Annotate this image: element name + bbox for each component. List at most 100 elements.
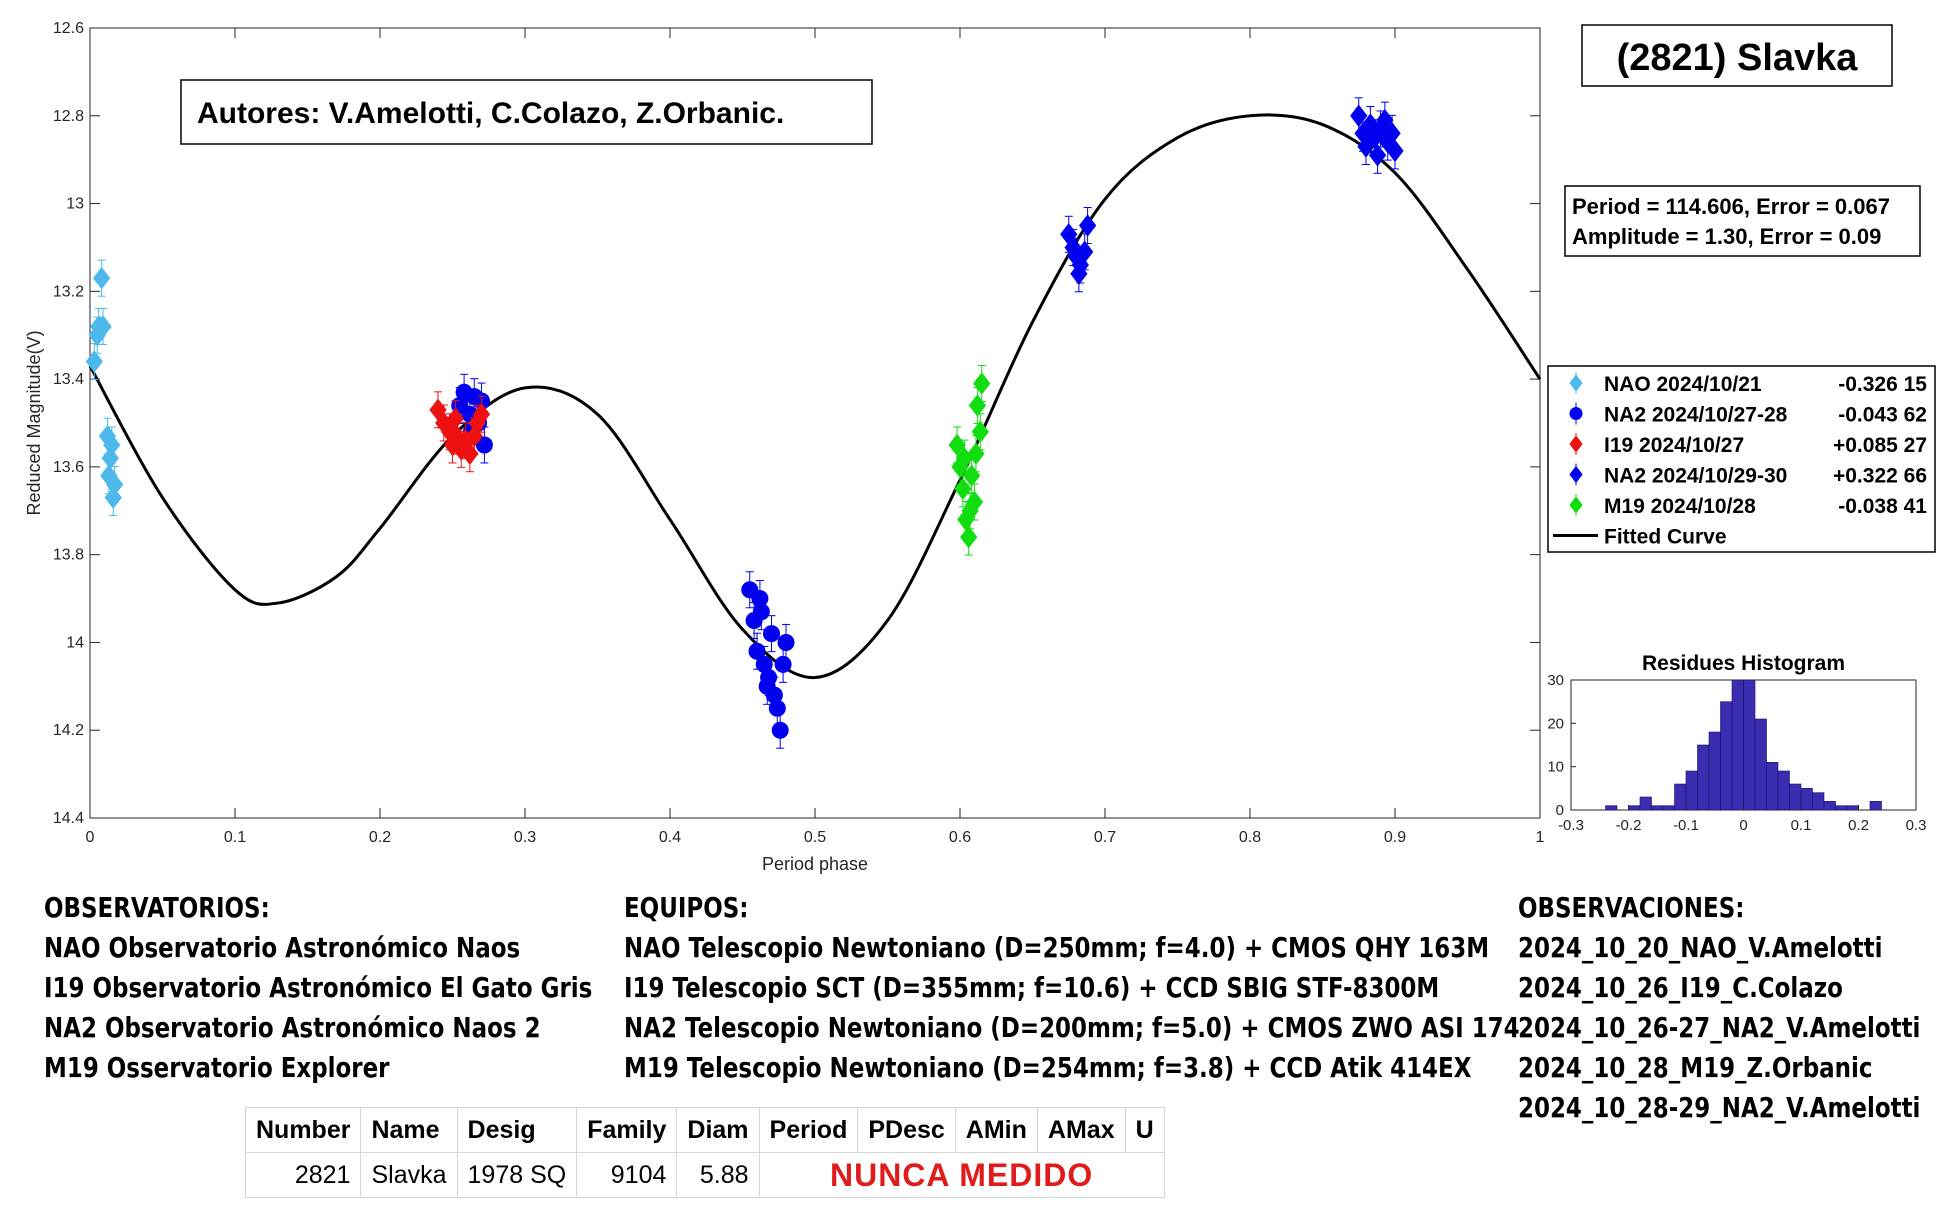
data-point bbox=[954, 477, 972, 501]
legend-label: NA2 2024/10/29-30 bbox=[1604, 465, 1787, 488]
hist-x-tick-label: 0.3 bbox=[1906, 817, 1927, 834]
histogram-bar bbox=[1777, 770, 1790, 811]
data-point bbox=[1076, 240, 1094, 264]
col-family: Family bbox=[576, 1107, 678, 1153]
data-point bbox=[948, 433, 966, 457]
equipo-line: NAO Telescopio Newtoniano (D=250mm; f=4.… bbox=[624, 931, 1490, 964]
data-point bbox=[768, 699, 786, 717]
legend-entry: NA2 2024/10/27-28 -0.043 62 bbox=[1569, 402, 1927, 427]
y-tick-label: 13.4 bbox=[53, 371, 84, 388]
col-number: Number bbox=[244, 1107, 362, 1153]
data-point bbox=[961, 499, 979, 522]
col-u: U bbox=[1124, 1107, 1165, 1153]
x-axis-label: Period phase bbox=[762, 854, 868, 874]
equipos-heading: EQUIPOS: bbox=[624, 891, 749, 924]
legend-entry: Fitted Curve bbox=[1553, 526, 1727, 549]
legend-entry: NAO 2024/10/21 -0.326 15 bbox=[1569, 372, 1927, 396]
observacion-line: 2024_10_28-29_NA2_V.Amelotti bbox=[1518, 1091, 1921, 1124]
data-point bbox=[92, 266, 111, 290]
legend-swatch bbox=[1569, 374, 1583, 392]
series-group bbox=[948, 365, 991, 556]
hist-x-tick-label: -0.2 bbox=[1616, 817, 1642, 834]
col-name: Name bbox=[360, 1107, 458, 1153]
col-desig: Desig bbox=[456, 1107, 578, 1153]
data-point bbox=[461, 442, 479, 465]
authors-text: Autores: V.Amelotti, C.Colazo, Z.Orbanic… bbox=[197, 97, 784, 130]
legend-entry: I19 2024/10/27 +0.085 27 bbox=[1569, 433, 1927, 457]
legend-label: NAO 2024/10/21 bbox=[1604, 373, 1762, 396]
legend-label: M19 2024/10/28 bbox=[1604, 495, 1756, 518]
observatorios-heading: OBSERVATORIOS: bbox=[44, 891, 270, 924]
hist-y-tick-label: 30 bbox=[1547, 672, 1564, 689]
hist-x-tick-label: -0.1 bbox=[1673, 817, 1699, 834]
data-point bbox=[752, 603, 770, 621]
col-period: Period bbox=[758, 1107, 859, 1153]
col-amin: AMin bbox=[954, 1107, 1038, 1153]
histogram-bar bbox=[1651, 805, 1664, 811]
histogram-bar bbox=[1789, 783, 1802, 811]
x-tick-label: 0.6 bbox=[949, 829, 971, 846]
annotations: Autores: V.Amelotti, C.Colazo, Z.Orbanic… bbox=[180, 24, 1921, 257]
asteroid-info-table: Number Name Desig Family Diam Period PDe… bbox=[244, 1107, 1165, 1198]
histogram-bar bbox=[1766, 762, 1779, 811]
observacion-line: 2024_10_20_NAO_V.Amelotti bbox=[1518, 931, 1883, 964]
data-point bbox=[1078, 214, 1097, 237]
hist-y-tick-label: 20 bbox=[1547, 715, 1564, 732]
x-tick-label: 0.9 bbox=[1384, 829, 1406, 846]
legend-offset: -0.326 15 bbox=[1838, 373, 1927, 396]
equipo-line: I19 Telescopio SCT (D=355mm; f=10.6) + C… bbox=[624, 971, 1440, 1004]
never-measured-note: NUNCA MEDIDO bbox=[758, 1152, 1165, 1198]
observacion-line: 2024_10_28_M19_Z.Orbanic bbox=[1518, 1051, 1873, 1084]
col-diam: Diam bbox=[676, 1107, 760, 1153]
cell-family: 9104 bbox=[576, 1152, 678, 1198]
cell-desig: 1978 SQ bbox=[456, 1152, 578, 1198]
observatorio-line: NAO Observatorio Astronómico Naos bbox=[44, 931, 521, 964]
hist-y-tick-label: 0 bbox=[1556, 802, 1564, 819]
y-axis-label: Reduced Magnitude(V) bbox=[24, 330, 44, 515]
x-tick-label: 0.7 bbox=[1094, 829, 1116, 846]
observatorio-line: NA2 Observatorio Astronómico Naos 2 bbox=[44, 1011, 541, 1044]
x-tick-label: 0.1 bbox=[224, 829, 246, 846]
y-tick-label: 12.6 bbox=[53, 20, 84, 37]
legend-offset: +0.322 66 bbox=[1833, 465, 1927, 488]
observacion-line: 2024_10_26_I19_C.Colazo bbox=[1518, 971, 1843, 1004]
legend-swatch bbox=[1569, 435, 1583, 453]
observaciones-heading: OBSERVACIONES: bbox=[1518, 891, 1745, 924]
title-box bbox=[1581, 24, 1893, 87]
histogram-bar bbox=[1869, 801, 1882, 811]
equipos-block: EQUIPOS: NAO Telescopio Newtoniano (D=25… bbox=[624, 888, 1520, 1088]
col-amax: AMax bbox=[1036, 1107, 1126, 1153]
legend-swatch bbox=[1569, 465, 1583, 484]
data-point bbox=[748, 642, 766, 660]
y-tick-label: 13 bbox=[66, 196, 84, 213]
data-point bbox=[103, 433, 121, 457]
period-text: Period = 114.606, Error = 0.067 bbox=[1572, 194, 1890, 219]
x-tick-label: 1 bbox=[1536, 829, 1545, 846]
histogram-bar bbox=[1674, 783, 1687, 811]
hist-x-tick-label: 0.2 bbox=[1848, 817, 1869, 834]
authors-box bbox=[180, 79, 873, 145]
y-tick-label: 13.8 bbox=[53, 547, 84, 564]
series-group bbox=[451, 373, 795, 749]
observatorio-line: M19 Osservatorio Explorer bbox=[44, 1051, 390, 1084]
x-tick-label: 0.4 bbox=[659, 829, 681, 846]
data-point bbox=[777, 633, 795, 651]
data-point bbox=[774, 655, 792, 673]
histogram-bar bbox=[1628, 805, 1641, 811]
col-pdesc: PDesc bbox=[857, 1107, 956, 1153]
data-point bbox=[106, 473, 124, 496]
amplitude-text: Amplitude = 1.30, Error = 0.09 bbox=[1572, 224, 1881, 249]
histogram-bar bbox=[1731, 679, 1744, 811]
plot-frame bbox=[89, 27, 1541, 819]
histogram-title: Residues Histogram bbox=[1642, 652, 1845, 675]
histogram-bar bbox=[1720, 701, 1733, 811]
histogram-bar bbox=[1846, 805, 1859, 811]
observatorios-block: OBSERVATORIOS: NAO Observatorio Astronóm… bbox=[44, 888, 592, 1088]
equipo-line: M19 Telescopio Newtoniano (D=254mm; f=3.… bbox=[624, 1051, 1472, 1084]
equipo-line: NA2 Telescopio Newtoniano (D=200mm; f=5.… bbox=[624, 1011, 1520, 1044]
data-point bbox=[472, 403, 491, 426]
x-tick-label: 0 bbox=[86, 829, 95, 846]
y-tick-label: 14.2 bbox=[53, 722, 84, 739]
x-tick-label: 0.8 bbox=[1239, 829, 1261, 846]
